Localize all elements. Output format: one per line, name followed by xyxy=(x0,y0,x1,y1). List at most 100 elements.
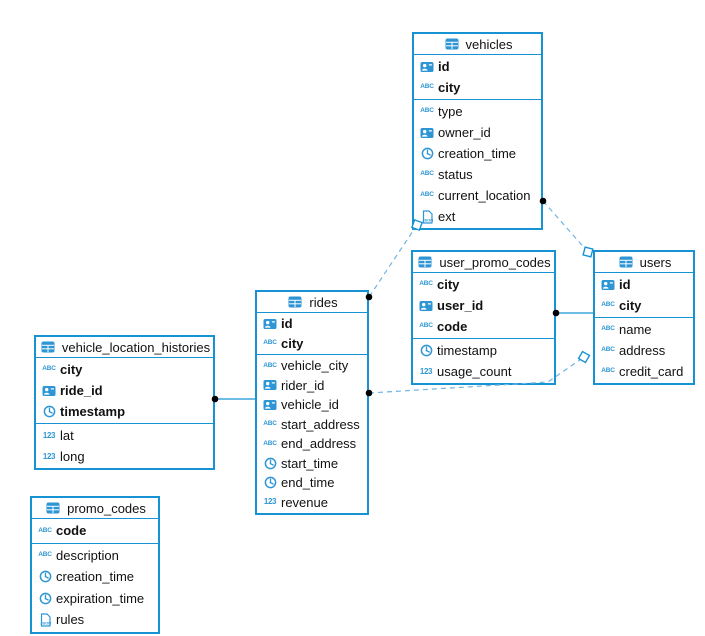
column-row-ext[interactable]: JSON ext xyxy=(414,206,541,227)
text-type-icon: ABC xyxy=(419,322,433,330)
column-row-ride_id[interactable]: ride_id xyxy=(36,380,213,401)
column-row-vehicle_id[interactable]: vehicle_id xyxy=(257,395,367,415)
column-row-credit_card[interactable]: ABC credit_card xyxy=(595,361,693,382)
columns-section: timestamp 123 usage_count xyxy=(413,339,554,383)
table-header[interactable]: users xyxy=(595,252,693,273)
column-row-description[interactable]: ABC description xyxy=(32,545,158,567)
table-user_promo_codes[interactable]: user_promo_codes ABC city user_id ABC code tim… xyxy=(411,250,556,385)
column-row-code[interactable]: ABC code xyxy=(413,316,554,337)
json-type-icon: JSON xyxy=(418,209,436,224)
column-row-id[interactable]: id xyxy=(257,314,367,334)
column-name: status xyxy=(438,167,473,182)
column-row-end_time[interactable]: end_time xyxy=(257,473,367,493)
column-row-id[interactable]: id xyxy=(595,274,693,295)
column-row-id[interactable]: id xyxy=(414,56,541,77)
column-row-name[interactable]: ABC name xyxy=(595,319,693,340)
primary-key-section: ABC code xyxy=(32,519,158,544)
columns-section: ABC name ABC address ABC credit_card xyxy=(595,318,693,383)
column-name: city xyxy=(437,277,460,292)
text-type-icon: ABC xyxy=(601,367,615,375)
column-row-city[interactable]: ABC city xyxy=(413,274,554,295)
table-icon xyxy=(617,256,635,268)
column-name: description xyxy=(56,547,119,563)
column-name: city xyxy=(619,298,642,313)
column-name: revenue xyxy=(281,494,328,510)
column-row-current_location[interactable]: ABC current_location xyxy=(414,185,541,206)
column-row-timestamp[interactable]: timestamp xyxy=(36,401,213,422)
table-name: user_promo_codes xyxy=(439,254,551,270)
table-users[interactable]: users id ABC city ABC name ABC address ABC credit… xyxy=(593,250,695,385)
text-type-icon: ABC xyxy=(38,551,52,558)
number-type-icon: 123 xyxy=(42,430,56,440)
column-name: end_time xyxy=(281,475,335,491)
column-name: rules xyxy=(56,612,85,628)
column-row-end_address[interactable]: ABC end_address xyxy=(257,434,367,454)
table-header[interactable]: user_promo_codes xyxy=(413,252,554,273)
column-row-city[interactable]: ABC city xyxy=(414,77,541,98)
json-type-icon: JSON xyxy=(36,613,54,627)
column-row-address[interactable]: ABC address xyxy=(595,340,693,361)
relation-vehicles-users[interactable] xyxy=(542,200,589,253)
column-row-user_id[interactable]: user_id xyxy=(413,295,554,316)
id-type-icon xyxy=(418,61,436,73)
text-type-icon: ABC xyxy=(42,365,56,373)
time-type-icon xyxy=(417,344,435,357)
column-row-vehicle_city[interactable]: ABC vehicle_city xyxy=(257,356,367,376)
column-row-city[interactable]: ABC city xyxy=(257,334,367,354)
column-row-lat[interactable]: 123 lat xyxy=(36,425,213,446)
column-row-type[interactable]: ABC type xyxy=(414,101,541,122)
table-icon xyxy=(443,38,461,50)
column-row-owner_id[interactable]: owner_id xyxy=(414,122,541,143)
column-row-city[interactable]: ABC city xyxy=(595,295,693,316)
relation-vehicles-rides[interactable] xyxy=(368,224,418,298)
table-icon xyxy=(416,256,434,268)
column-name: long xyxy=(60,449,85,464)
columns-section: ABC vehicle_city rider_id vehicle_id ABC star… xyxy=(257,355,367,513)
table-header[interactable]: rides xyxy=(257,292,367,313)
column-name: vehicle_id xyxy=(281,397,339,413)
columns-section: ABC description creation_time expiration_ti… xyxy=(32,544,158,632)
time-type-icon xyxy=(418,147,436,160)
column-name: name xyxy=(619,322,652,337)
column-name: city xyxy=(60,362,83,377)
id-type-icon xyxy=(418,127,436,139)
primary-key-section: ABC city ride_id timestamp xyxy=(36,358,213,424)
column-row-start_address[interactable]: ABC start_address xyxy=(257,415,367,435)
primary-key-section: ABC city user_id ABC code xyxy=(413,273,554,339)
relation-rides-users[interactable] xyxy=(368,356,585,394)
id-type-icon xyxy=(261,379,279,391)
column-name: type xyxy=(438,104,463,119)
columns-section: ABC type owner_id creation_time ABC status ABC… xyxy=(414,100,541,228)
id-type-icon xyxy=(261,399,279,411)
column-row-revenue[interactable]: 123 revenue xyxy=(257,493,367,513)
table-vehicles[interactable]: vehicles id ABC city ABC type owner_id creation… xyxy=(412,32,543,230)
text-type-icon: ABC xyxy=(601,301,615,309)
column-row-code[interactable]: ABC code xyxy=(32,520,158,542)
column-row-timestamp[interactable]: timestamp xyxy=(413,340,554,361)
id-type-icon xyxy=(417,300,435,312)
table-rides[interactable]: rides id ABC city ABC vehicle_city rider_id veh… xyxy=(255,290,369,515)
column-row-creation_time[interactable]: creation_time xyxy=(32,566,158,588)
table-header[interactable]: vehicle_location_histories xyxy=(36,337,213,358)
table-promo_codes[interactable]: promo_codes ABC code ABC description creation… xyxy=(30,496,160,634)
column-row-expiration_time[interactable]: expiration_time xyxy=(32,588,158,610)
column-row-rules[interactable]: JSON rules xyxy=(32,609,158,631)
column-row-rider_id[interactable]: rider_id xyxy=(257,376,367,396)
column-row-status[interactable]: ABC status xyxy=(414,164,541,185)
column-name: code xyxy=(56,523,87,539)
table-vehicle_location_histories[interactable]: vehicle_location_histories ABC city ride_id… xyxy=(34,335,215,470)
column-row-long[interactable]: 123 long xyxy=(36,446,213,467)
column-row-city[interactable]: ABC city xyxy=(36,359,213,380)
table-header[interactable]: promo_codes xyxy=(32,498,158,519)
column-row-creation_time[interactable]: creation_time xyxy=(414,143,541,164)
columns-section: 123 lat 123 long xyxy=(36,424,213,468)
column-name: id xyxy=(438,59,450,74)
column-name: ext xyxy=(438,209,456,224)
table-header[interactable]: vehicles xyxy=(414,34,541,55)
column-name: city xyxy=(438,80,461,95)
column-row-usage_count[interactable]: 123 usage_count xyxy=(413,361,554,382)
column-row-start_time[interactable]: start_time xyxy=(257,454,367,474)
number-type-icon: 123 xyxy=(42,451,56,461)
text-type-icon: ABC xyxy=(601,325,615,333)
